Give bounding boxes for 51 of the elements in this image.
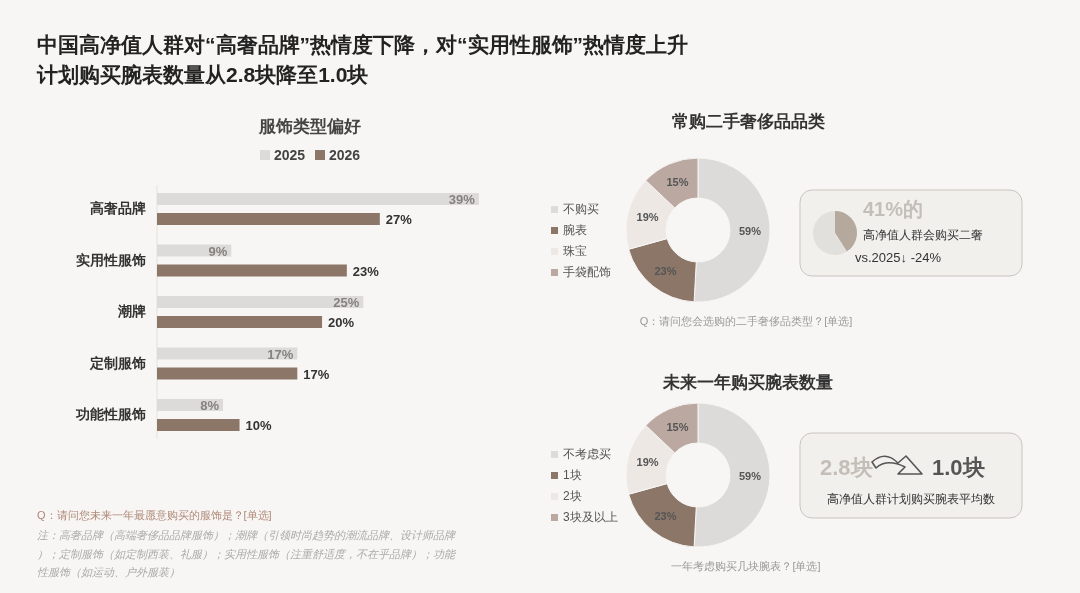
y-tick-label: 高奢品牌	[90, 200, 146, 216]
chart-title: 未来一年购买腕表数量	[662, 373, 833, 392]
text: 1.0块	[932, 455, 985, 480]
data-label: 17%	[303, 366, 330, 382]
data-label: 25%	[333, 295, 360, 310]
data-label: 19%	[636, 211, 659, 224]
data-label: 17%	[267, 346, 294, 362]
chart-title: 服饰类型偏好	[258, 117, 361, 136]
text: 一年考虑购买几块腕表？[单选]	[671, 560, 821, 572]
y-tick-label: 实用性服饰	[76, 251, 146, 268]
data-label: 59%	[738, 470, 762, 483]
legend-label: 1块	[563, 468, 582, 482]
text: 中国高净值人群对“高奢品牌”热情度下降，对“实用性服饰”热情度上升	[37, 33, 688, 56]
legend-label: 不购买	[563, 202, 599, 216]
bar	[157, 264, 347, 277]
data-label: 8%	[200, 398, 220, 413]
data-label: 10%	[245, 418, 272, 433]
chart-title: 常购二手奢侈品品类	[671, 112, 825, 131]
text: Q：请问您未来一年最愿意购买的服饰是？[单选]	[37, 509, 272, 521]
data-label: 27%	[385, 212, 413, 227]
text: 高净值人群会购买二奢	[863, 228, 983, 242]
legend-label: 手袋配饰	[563, 265, 611, 279]
text: 计划购买腕表数量从2.8块降至1.0块	[36, 63, 369, 86]
data-label: 15%	[666, 176, 689, 189]
data-label: 39%	[448, 192, 476, 207]
data-label: 20%	[328, 315, 355, 330]
legend-label: 3块及以上	[563, 510, 618, 524]
text: Q：请问您会选购的二手奢侈品类型？[单选]	[639, 315, 853, 327]
data-label: 9%	[208, 243, 228, 259]
y-tick-label: 功能性服饰	[75, 406, 146, 422]
data-label: 23%	[352, 263, 380, 279]
y-tick-label: 潮牌	[117, 303, 146, 319]
text: vs.2025↓ -24%	[855, 250, 942, 265]
legend-label: 珠宝	[563, 244, 587, 258]
bar	[157, 367, 298, 380]
data-label: 15%	[666, 421, 689, 434]
data-label: 19%	[636, 456, 659, 469]
bar	[157, 316, 323, 328]
legend-label: 腕表	[563, 223, 587, 237]
y-tick-label: 定制服饰	[89, 354, 146, 371]
legend-label: 2025	[274, 147, 306, 163]
text: 高净值人群计划购买腕表平均数	[827, 492, 995, 506]
bar	[157, 419, 240, 431]
pie-slice	[835, 211, 857, 252]
text: 注：高奢品牌（高端奢侈品品牌服饰）；潮牌（引领时尚趋势的潮流品牌、设计师品牌）；定制服饰（如定制西装、礼服）；实用性服饰（注重舒适度，不在乎品牌）；功能性服饰（如运动、户外服装）	[37, 529, 457, 578]
legend-label: 2块	[563, 489, 582, 503]
data-label: 59%	[738, 225, 762, 238]
legend-label: 不考虑买	[563, 447, 611, 461]
bar	[157, 213, 380, 225]
legend-label: 2026	[329, 147, 361, 163]
pie-slice	[813, 211, 847, 255]
